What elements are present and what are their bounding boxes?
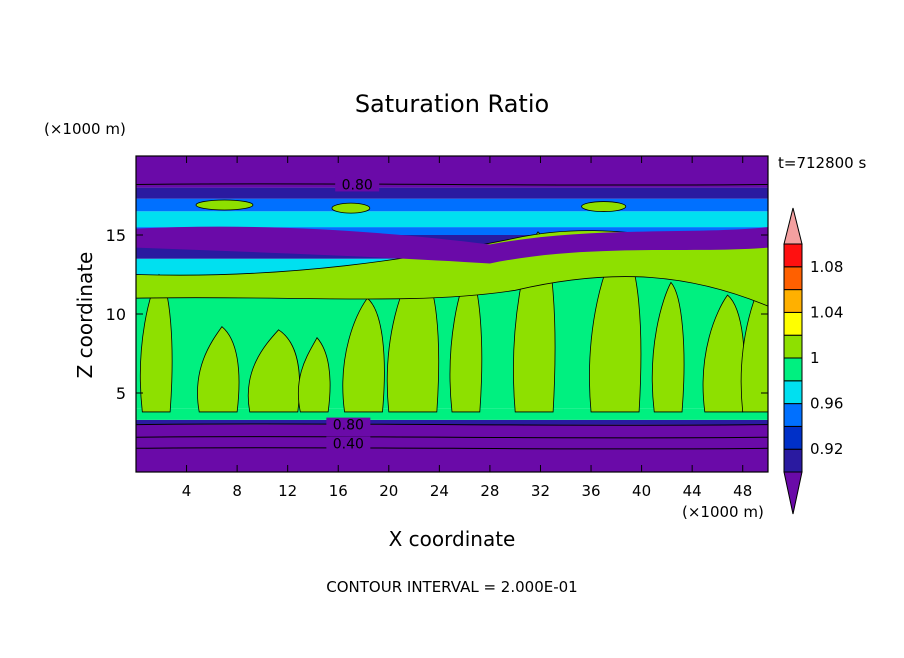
colorbar-segment-9 [783, 243, 803, 268]
colorbar-segment-2 [783, 403, 803, 427]
x-tick-label-0: 4 [182, 482, 192, 500]
upper-green-patch-0 [195, 199, 254, 211]
contour-label-1: 0.80 [333, 418, 364, 434]
colorbar-segment-0 [783, 448, 803, 473]
contour-line-1 [136, 423, 768, 426]
x-tick-label-5: 24 [430, 482, 449, 500]
contour-interval-footer: CONTOUR INTERVAL = 2.000E-01 [326, 578, 577, 596]
x-tick-label-10: 44 [683, 482, 702, 500]
field-band-2 [136, 408, 768, 420]
field-band-7 [136, 211, 768, 228]
colorbar-label-3: 1.04 [810, 303, 843, 321]
contour-label-bg-0 [335, 177, 380, 192]
plot-area: 0.80 0.80 0.40 [136, 156, 768, 472]
colorbar-label-2: 1 [810, 349, 820, 367]
field-band-9 [136, 187, 768, 199]
colorbar-segment-5 [783, 334, 803, 359]
chart-title: Saturation Ratio [355, 90, 549, 118]
contour-line-0 [136, 183, 768, 186]
colorbar-segment-6 [783, 311, 803, 336]
colorbar-bottom-triangle [783, 471, 803, 515]
x-unit-label: (×1000 m) [682, 503, 764, 521]
moist-plume-3 [297, 337, 331, 413]
x-tick-label-2: 12 [278, 482, 297, 500]
colorbar-segment-7 [783, 289, 803, 313]
z-unit-label: (×1000 m) [44, 120, 126, 138]
x-tick-label-7: 32 [531, 482, 550, 500]
colorbar-segment-8 [783, 266, 803, 291]
field-band-10 [136, 156, 768, 188]
time-label: t=712800 s [778, 154, 866, 172]
x-tick-label-9: 40 [632, 482, 651, 500]
contour-label-2: 0.40 [333, 437, 364, 453]
y-tick-label-2: 15 [106, 226, 126, 245]
moist-plume-0 [139, 273, 173, 413]
colorbar-segment-4 [783, 357, 803, 382]
x-tick-label-11: 48 [733, 482, 752, 500]
moist-plume-9 [651, 281, 685, 413]
z-axis-label: Z coordinate [73, 252, 97, 379]
colorbar-segment-1 [783, 425, 803, 450]
upper-green-patch-1 [331, 202, 371, 214]
contour-label-bg-2 [326, 436, 371, 451]
contour-label-bg-1 [326, 417, 371, 432]
y-tick-label-1: 10 [106, 305, 126, 324]
colorbar: 0.92 0.96 1 1.04 1.08 [783, 207, 843, 515]
x-tick-label-6: 28 [480, 482, 499, 500]
x-axis-label: X coordinate [389, 527, 516, 551]
dry-streak [136, 226, 768, 264]
contour-line-2 [136, 436, 768, 439]
upper-green-patch-2 [581, 201, 627, 212]
field-band-1 [136, 419, 768, 425]
colorbar-top-triangle [783, 207, 803, 245]
x-tick-label-8: 36 [581, 482, 600, 500]
moist-plume-1 [197, 326, 240, 413]
x-tick-label-1: 8 [232, 482, 242, 500]
contour-label-0: 0.80 [342, 177, 373, 193]
field-band-6 [136, 227, 768, 235]
x-tick-label-3: 16 [329, 482, 348, 500]
y-tick-label-0: 5 [116, 384, 126, 403]
colorbar-label-4: 1.08 [810, 258, 843, 276]
moist-plume-11 [740, 270, 768, 413]
colorbar-segment-3 [783, 380, 803, 405]
contour-line-3 [136, 447, 768, 450]
x-tick-label-4: 20 [379, 482, 398, 500]
colorbar-label-1: 0.96 [810, 395, 843, 413]
colorbar-label-0: 0.92 [810, 440, 843, 458]
